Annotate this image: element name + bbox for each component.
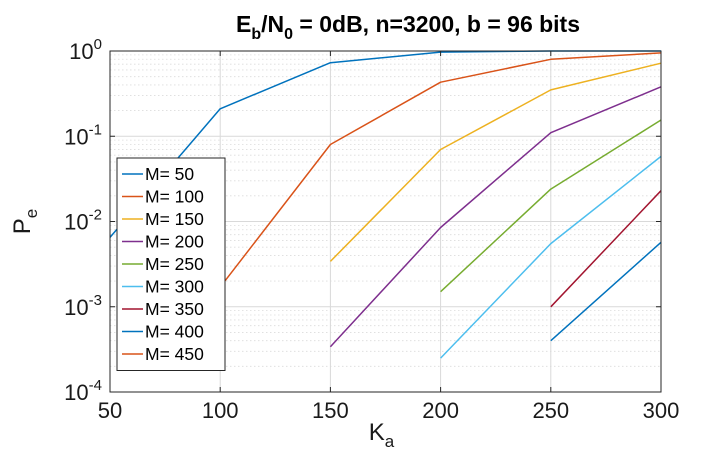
series-line [329, 86, 662, 348]
series-line [440, 155, 662, 359]
x-tick-label: 300 [643, 398, 680, 423]
series-line [219, 52, 662, 288]
y-tick-exponent: -3 [89, 292, 102, 309]
y-tick-label: 10-2 [64, 207, 102, 235]
x-tick-labels: 50 100 150 200 250 300 [98, 398, 680, 423]
y-axis-label-sub: e [22, 209, 41, 218]
legend-label: M= 400 [145, 322, 204, 342]
y-tick-exponent: -4 [89, 377, 102, 394]
y-tick-base: 10 [64, 210, 88, 235]
x-tick-label: 50 [98, 398, 122, 423]
x-tick-label: 150 [312, 398, 349, 423]
legend-label: M= 150 [145, 209, 204, 229]
plot-lines [109, 50, 662, 359]
y-tick-base: 10 [64, 124, 88, 149]
series-line [329, 62, 662, 262]
title-part: 0 [284, 26, 293, 43]
y-axis-label-main: P [9, 218, 36, 234]
y-tick-base: 10 [69, 39, 93, 64]
title-part: = 0dB, n=3200, b = 96 bits [293, 11, 580, 37]
x-tick-label: 200 [422, 398, 459, 423]
legend-label: M= 250 [145, 254, 204, 274]
legend-label: M= 300 [145, 277, 204, 297]
legend-label: M= 50 [145, 164, 194, 184]
x-tick-label: 250 [532, 398, 569, 423]
legend-label: M= 350 [145, 299, 204, 319]
y-tick-label: 10-1 [64, 121, 102, 149]
x-tick-label: 100 [202, 398, 239, 423]
series-line [550, 190, 662, 308]
legend-label: M= 200 [145, 232, 204, 252]
y-tick-base: 10 [64, 380, 88, 405]
y-tick-exponent: -1 [89, 121, 102, 138]
y-tick-base: 10 [64, 295, 88, 320]
y-tick-exponent: 0 [94, 36, 102, 53]
y-axis-label: Pe [9, 209, 41, 234]
y-tick-label: 10-4 [64, 377, 102, 405]
legend-label: M= 100 [145, 187, 204, 207]
x-axis-label-main: K [369, 419, 385, 446]
title-part: E [236, 11, 251, 37]
title-part: /N [261, 11, 284, 37]
chart-title: Eb/N0 = 0dB, n=3200, b = 96 bits [236, 11, 580, 43]
legend-label: M= 450 [145, 344, 204, 364]
series-line [440, 119, 662, 293]
y-tick-exponent: -2 [89, 207, 102, 224]
title-part: b [251, 26, 261, 43]
x-axis-label: Ka [369, 419, 395, 451]
series-line [550, 241, 662, 342]
x-axis-label-sub: a [385, 432, 395, 451]
y-tick-label: 10-3 [64, 292, 102, 320]
y-tick-label: 100 [69, 36, 102, 64]
axis-ticks [109, 50, 662, 393]
